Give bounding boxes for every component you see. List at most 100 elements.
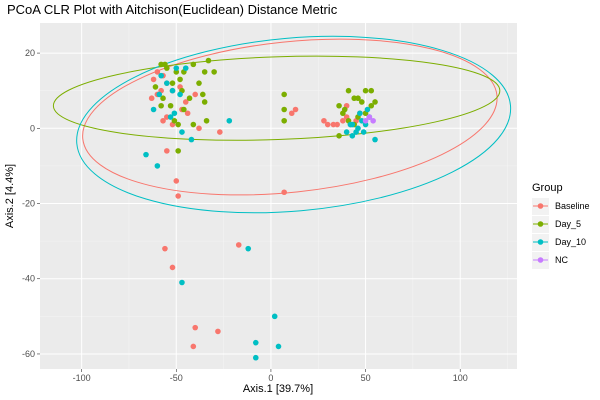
point-baseline <box>215 328 221 335</box>
point-day_5 <box>345 87 352 94</box>
point-day_10 <box>182 65 189 71</box>
series-nc <box>362 114 376 124</box>
y-axis-title: Axis.2 [4.4%] <box>4 164 16 228</box>
data-points <box>143 57 378 361</box>
point-baseline <box>288 110 295 117</box>
point-day_5 <box>281 91 287 98</box>
x-axis-title: Axis.1 [39.7%] <box>243 383 313 395</box>
point-day_5 <box>190 61 197 68</box>
point-day_10 <box>360 129 367 135</box>
point-baseline <box>324 121 331 128</box>
point-baseline <box>173 178 180 184</box>
point-baseline <box>184 110 191 117</box>
point-day_5 <box>171 117 178 124</box>
legend-key-point <box>537 221 544 227</box>
point-day_5 <box>203 117 210 124</box>
point-day_10 <box>171 110 178 117</box>
legend-key-point <box>537 203 544 209</box>
point-day_10 <box>188 136 195 143</box>
point-day_5 <box>186 95 193 102</box>
point-baseline <box>235 242 242 248</box>
point-nc <box>362 117 369 124</box>
point-day_10 <box>173 65 180 71</box>
point-day_10 <box>349 133 356 139</box>
point-day_10 <box>372 136 378 143</box>
point-baseline <box>169 264 176 271</box>
ellipse-baseline <box>82 38 498 196</box>
x-axis-ticks: -100 -50 0 50 100 <box>73 369 468 383</box>
x-tick-label: 100 <box>453 373 468 383</box>
point-day_5 <box>190 121 197 128</box>
y-tick-label: 20 <box>25 48 35 58</box>
point-day_10 <box>353 129 359 135</box>
point-day_5 <box>362 87 369 94</box>
plot-panel <box>40 23 517 369</box>
point-day_10 <box>177 91 183 98</box>
point-day_5 <box>167 102 174 109</box>
point-day_5 <box>368 87 375 94</box>
point-day_5 <box>205 57 212 64</box>
legend-item-baseline: Baseline <box>532 198 590 215</box>
y-axis-ticks: 20 0 -20 -40 -60 <box>22 48 40 359</box>
point-baseline <box>196 125 202 132</box>
point-day_5 <box>162 61 168 68</box>
point-baseline <box>330 121 337 128</box>
point-day_5 <box>177 76 183 83</box>
point-baseline <box>150 76 157 83</box>
x-tick-label: -50 <box>170 373 183 383</box>
legend-key-point <box>537 257 544 263</box>
point-baseline <box>321 117 327 124</box>
legend-label: Day_10 <box>555 237 586 247</box>
point-day_10 <box>252 354 259 361</box>
point-day_10 <box>154 163 161 169</box>
series-day_5 <box>152 57 378 154</box>
point-day_10 <box>179 129 185 135</box>
point-baseline <box>340 117 346 124</box>
series-day_10 <box>143 65 378 361</box>
legend-item-day_10: Day_10 <box>532 234 586 251</box>
point-day_10 <box>150 106 157 113</box>
legend-items: Baseline Day_5 Day_10 NC <box>532 198 590 269</box>
point-baseline <box>162 245 168 252</box>
point-nc <box>366 114 373 120</box>
point-day_10 <box>343 129 350 135</box>
legend-label: NC <box>555 255 568 265</box>
point-day_10 <box>164 80 170 86</box>
point-baseline <box>190 343 197 350</box>
x-tick-label: 50 <box>361 373 371 383</box>
point-day_5 <box>281 117 287 124</box>
legend-label: Baseline <box>555 201 590 211</box>
point-day_10 <box>179 279 185 286</box>
point-day_5 <box>196 80 202 86</box>
point-baseline <box>281 189 287 196</box>
legend-item-day_5: Day_5 <box>532 216 581 233</box>
ellipse-day_5 <box>52 55 501 141</box>
y-tick-label: -40 <box>22 274 35 284</box>
point-day_10 <box>143 151 149 158</box>
point-day_5 <box>175 121 181 128</box>
point-day_5 <box>336 102 342 109</box>
point-day_5 <box>175 148 181 154</box>
point-day_5 <box>201 99 208 105</box>
point-day_5 <box>336 133 342 139</box>
point-day_10 <box>156 91 163 98</box>
point-day_10 <box>226 117 233 124</box>
point-day_5 <box>152 84 159 90</box>
point-day_5 <box>358 99 365 105</box>
grid-lines <box>40 23 517 369</box>
point-day_10 <box>271 313 278 320</box>
y-tick-label: -60 <box>22 349 35 359</box>
point-day_5 <box>158 102 164 109</box>
legend-title: Group <box>532 182 563 194</box>
x-tick-label: -100 <box>73 373 91 383</box>
point-baseline <box>182 99 189 105</box>
point-day_10 <box>275 343 282 350</box>
point-baseline <box>175 193 181 199</box>
point-baseline <box>192 324 199 331</box>
point-day_10 <box>245 245 252 252</box>
point-baseline <box>148 95 155 102</box>
point-baseline <box>217 129 223 135</box>
x-tick-label: 0 <box>268 373 273 383</box>
